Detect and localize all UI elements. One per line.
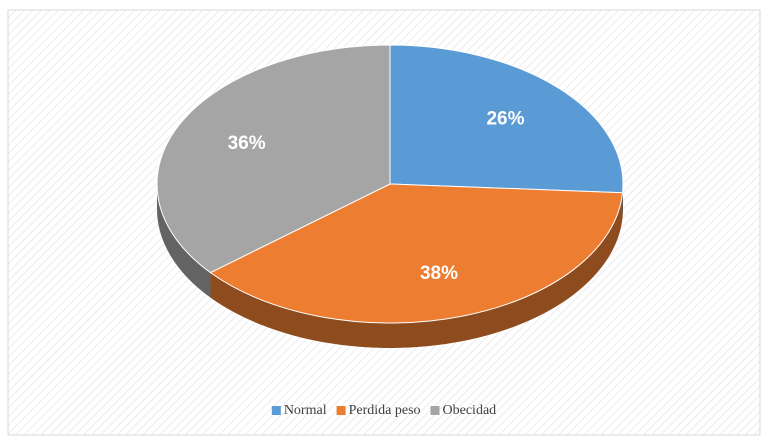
legend-swatch: [430, 406, 440, 415]
legend-item: Obecidad: [430, 403, 497, 418]
legend-label: Obecidad: [443, 403, 497, 418]
legend-label: Perdida peso: [349, 403, 421, 418]
pie-side: [157, 184, 211, 298]
pie-slice: [389, 44, 624, 194]
legend-item: Normal: [271, 403, 327, 418]
pie-slice: [156, 44, 391, 274]
legend-swatch: [271, 406, 281, 415]
legend-item: Perdida peso: [336, 403, 421, 418]
legend: Normal Perdida peso Obecidad: [271, 403, 497, 418]
legend-swatch: [336, 406, 346, 415]
data-label: 38%: [420, 263, 458, 284]
pie-side: [210, 192, 623, 348]
data-label: 36%: [228, 133, 266, 154]
pie: 26% 38% 36%: [156, 44, 624, 348]
data-label: 26%: [486, 108, 524, 129]
legend-label: Normal: [284, 403, 327, 418]
pie-slice: [209, 183, 624, 324]
